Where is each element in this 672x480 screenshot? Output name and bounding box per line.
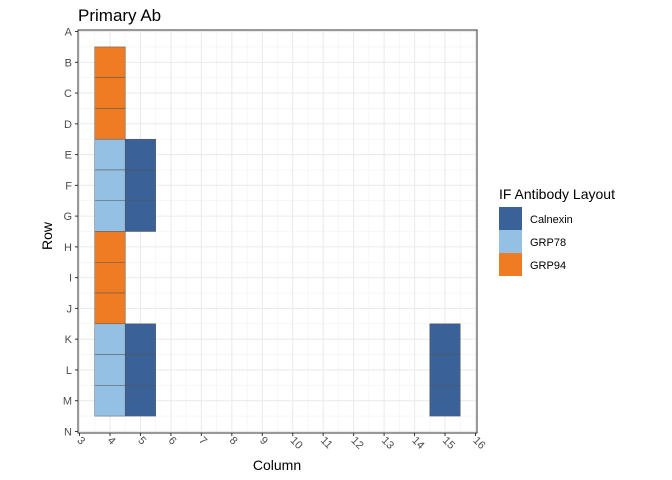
x-tick-label: 3: [74, 435, 87, 448]
heatmap-cell-K15: [429, 323, 461, 355]
heatmap-cell-J4: [94, 292, 126, 325]
heatmap-cell-L4: [94, 354, 126, 386]
x-tick-label: 14: [409, 435, 426, 452]
y-tick-label: I: [69, 273, 72, 285]
chart-title: Primary Ab: [78, 6, 161, 25]
panel-border: [77, 29, 478, 434]
heatmap-cell-F4: [94, 169, 126, 201]
heatmap-cell-G4: [94, 200, 126, 232]
x-tick-label: 12: [349, 435, 366, 452]
legend-title: IF Antibody Layout: [499, 186, 615, 202]
x-tick-label: 16: [470, 435, 487, 452]
y-tick-label: B: [65, 57, 72, 69]
x-tick-label: 10: [288, 435, 305, 452]
heatmap-cell-G5: [124, 200, 156, 232]
y-tick-label: E: [65, 150, 72, 162]
legend-key-calnexin: [499, 207, 522, 230]
y-tick-label: H: [64, 242, 72, 254]
x-tick-label: 5: [135, 435, 148, 448]
x-tick-label: 4: [105, 435, 118, 448]
heatmap-cell-E5: [124, 138, 156, 171]
heatmap-cell-M15: [429, 385, 461, 417]
y-tick-label: J: [67, 303, 73, 315]
legend-label-calnexin: Calnexin: [530, 214, 573, 226]
y-tick-label: N: [64, 426, 72, 438]
heatmap-cell-H4: [94, 231, 126, 263]
x-tick-label: 11: [318, 435, 335, 452]
legend-key-grp94: [499, 253, 522, 276]
legend-key-grp78: [499, 230, 522, 253]
heatmap-cell-K5: [124, 323, 156, 355]
x-tick-label: 8: [227, 435, 240, 448]
heatmap-cell-D4: [94, 108, 126, 140]
y-tick-label: A: [65, 27, 73, 39]
y-tick-label: C: [64, 88, 72, 100]
y-tick-label: F: [65, 180, 72, 192]
heatmap-cell-B4: [94, 46, 126, 78]
heatmap-cell-M5: [124, 385, 156, 417]
heatmap-cell-C4: [94, 77, 126, 109]
x-axis-ticks: 3 4 5 6 7 8 9 10 11 12 13 14 15 16: [74, 433, 488, 452]
heatmap-cell-F5: [124, 169, 156, 201]
y-tick-label: M: [63, 396, 72, 408]
x-tick-label: 9: [257, 435, 270, 448]
heatmap-cell-L15: [429, 354, 461, 386]
legend: IF Antibody Layout Calnexin GRP78 GRP94: [499, 186, 615, 276]
y-tick-label: L: [66, 365, 72, 377]
x-tick-label: 15: [440, 435, 457, 452]
x-axis-label: Column: [253, 457, 301, 473]
x-tick-label: 13: [379, 435, 396, 452]
x-tick-label: 6: [166, 435, 179, 448]
y-tick-label: D: [64, 119, 72, 131]
y-tick-label: K: [65, 334, 73, 346]
y-axis-ticks: A B C D E F G H I J K L M N: [63, 27, 78, 438]
y-axis-label: Row: [39, 221, 55, 250]
heatmap-cell-K4: [94, 323, 126, 355]
heatmap-cell-L5: [124, 354, 156, 386]
y-tick-label: G: [63, 211, 72, 223]
heatmap-cell-M4: [94, 385, 126, 417]
heatmap-cell-I4: [94, 262, 126, 294]
legend-label-grp94: GRP94: [530, 260, 566, 272]
heatmap-cell-E4: [94, 138, 126, 171]
x-tick-label: 7: [196, 435, 209, 448]
cell-layer: [94, 46, 461, 417]
legend-label-grp78: GRP78: [530, 237, 566, 249]
